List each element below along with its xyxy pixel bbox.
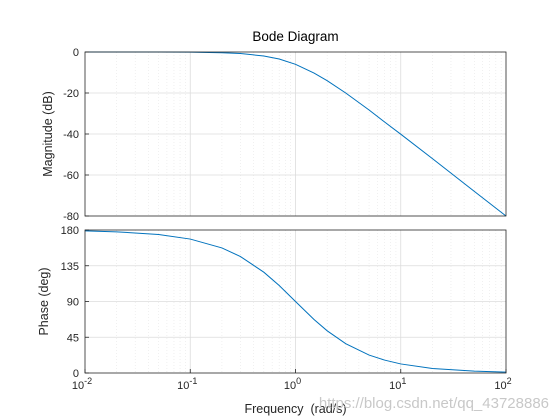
- phase-y-tick-label: 45: [67, 332, 79, 344]
- x-tick-label: 10-1: [177, 376, 197, 392]
- x-tick-base: 10: [284, 380, 296, 392]
- phase-axis-label: Phase (deg): [37, 267, 51, 335]
- x-tick-base: 10: [72, 380, 84, 392]
- x-tick-exponent: 0: [296, 376, 301, 386]
- x-tick-label: 101: [389, 376, 406, 392]
- magnitude-grid: [85, 52, 506, 216]
- watermark: https://blog.csdn.net/qq_43728886: [319, 395, 549, 412]
- x-tick-label: 10-2: [72, 376, 92, 392]
- magnitude-y-tick-label: -20: [63, 88, 79, 100]
- magnitude-y-tick-label: -80: [63, 211, 79, 223]
- x-tick-labels: 10-2 10-1 100 101 102: [72, 369, 512, 392]
- chart-title: Bode Diagram: [252, 29, 338, 44]
- magnitude-panel: 0 -20 -40 -60 -80 Bode Diagram Magnitude (dB…: [41, 29, 507, 223]
- magnitude-y-tick-labels: 0 -20 -40 -60 -80: [63, 47, 89, 223]
- phase-series-line: [84, 230, 507, 373]
- magnitude-y-tick-label: 0: [73, 47, 79, 59]
- phase-y-tick-label: 0: [73, 368, 79, 380]
- magnitude-y-tick-label: -40: [63, 129, 79, 141]
- x-tick-exponent: 2: [507, 376, 512, 386]
- phase-y-tick-label: 135: [61, 261, 79, 273]
- frequency-axis-label: Frequency (rad/s): [244, 402, 346, 416]
- x-tick-exponent: 1: [401, 376, 406, 386]
- x-tick-exponent: -2: [84, 376, 92, 386]
- phase-y-tick-labels: 180 135 90 45 0: [61, 225, 89, 380]
- x-tick-label: 100: [284, 376, 301, 392]
- x-tick-exponent: -1: [189, 376, 197, 386]
- magnitude-y-tick-label: -60: [63, 170, 79, 182]
- phase-y-tick-label: 90: [67, 297, 79, 309]
- x-tick-base: 10: [177, 380, 189, 392]
- phase-y-tick-label: 180: [61, 225, 79, 237]
- x-tick-base: 10: [389, 380, 401, 392]
- x-tick-label: 102: [494, 376, 511, 392]
- x-tick-base: 10: [494, 380, 506, 392]
- magnitude-axis-label: Magnitude (dB): [41, 91, 55, 176]
